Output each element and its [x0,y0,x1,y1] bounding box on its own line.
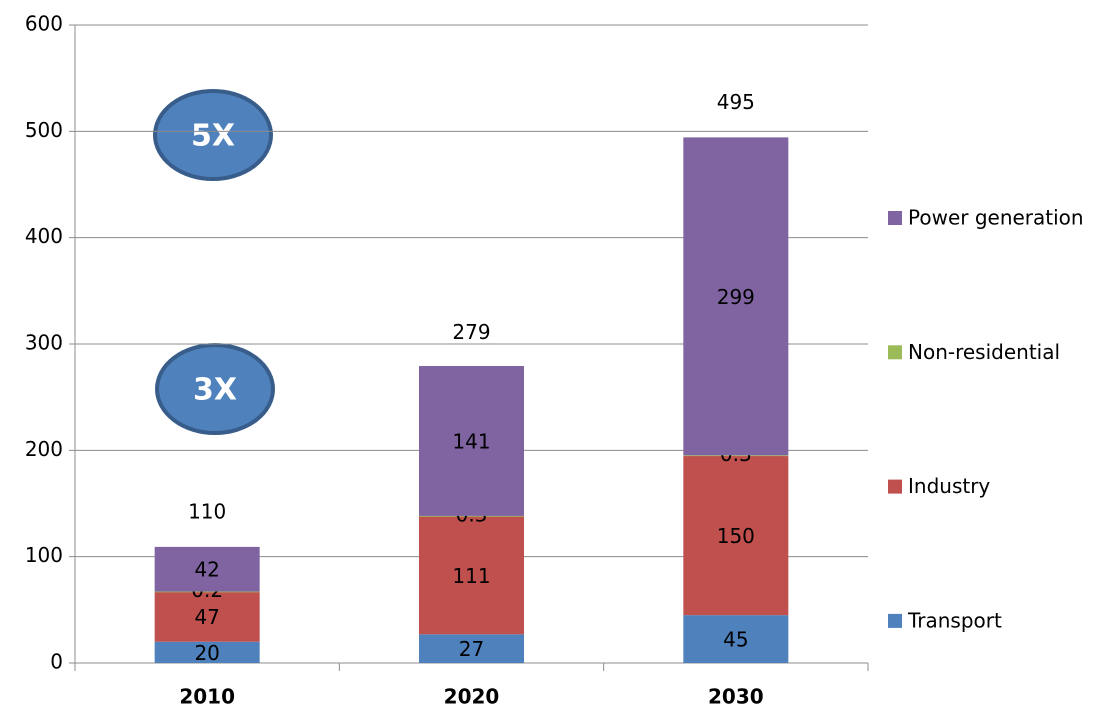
legend-swatch [888,345,902,360]
bar-segment [683,455,789,616]
annotation-text: 5X [191,119,235,154]
legend-label: Non-residential [908,340,1060,364]
annotation-5x: 5X [153,89,273,181]
annotation-ellipse [155,343,275,435]
bar-segment [683,615,789,663]
data-label: 299 [717,285,755,309]
bar-segment [683,455,789,457]
y-tick-label: 300 [25,331,63,355]
bar-segment [419,515,524,517]
legend-swatch [888,613,902,628]
annotation-ellipse [153,89,273,181]
bar-segment [154,546,260,592]
data-label: 27 [459,637,484,661]
legend-label: Transport [907,608,1002,632]
data-label: 42 [194,558,219,582]
x-tick-label: 2010 [179,685,235,709]
y-tick-label: 200 [25,437,63,461]
y-tick-label: 500 [25,118,63,142]
data-label: 47 [194,605,219,629]
data-label: 45 [723,628,748,652]
x-tick-label: 2020 [444,685,500,709]
annotation-3x: 3X [155,343,275,435]
y-tick-label: 100 [25,543,63,567]
legend-swatch [888,479,902,494]
bar-segment [419,366,524,516]
x-tick-label: 2030 [708,685,764,709]
annotation-text: 3X [193,373,237,408]
y-tick-label: 600 [25,12,63,36]
bar-segment [683,137,789,456]
data-label: 150 [717,524,755,548]
data-label: 111 [452,564,490,588]
total-label: 279 [452,320,490,344]
legend-swatch [888,211,902,225]
bar-segment [154,591,260,593]
total-label: 495 [717,90,755,114]
legend-label: Power generation [908,206,1084,230]
total-label: 110 [188,500,226,524]
bar-segment [154,641,260,663]
data-label: 20 [194,641,219,665]
y-tick-label: 400 [25,224,63,248]
bar-segment [419,516,524,635]
bar-segment [154,591,260,642]
data-label: 141 [452,429,490,453]
bar-segment [419,634,524,663]
y-tick-label: 0 [50,650,63,674]
legend-label: Industry [908,474,990,498]
